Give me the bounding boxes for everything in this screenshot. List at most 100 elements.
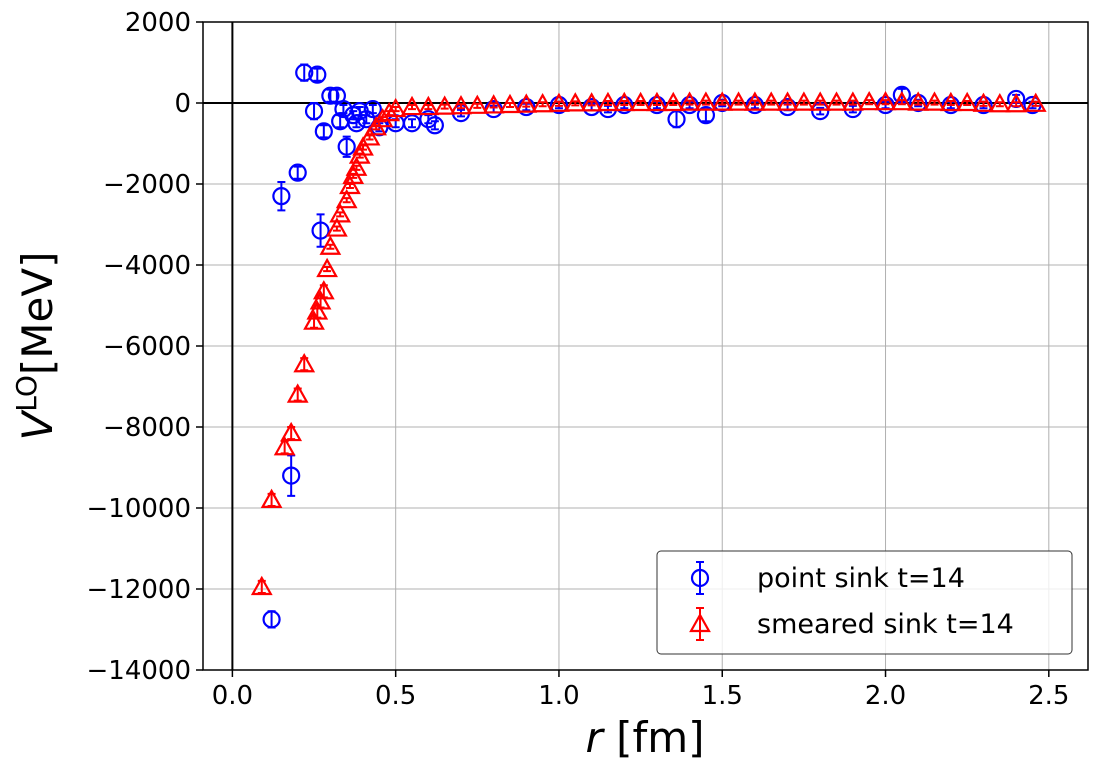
x-tick-label: 2.5 bbox=[1028, 681, 1069, 711]
point bbox=[531, 92, 554, 113]
error-bar bbox=[345, 183, 354, 190]
x-label-symbol: r bbox=[585, 713, 605, 762]
point bbox=[401, 95, 423, 116]
y-label-unit: [MeV] bbox=[13, 252, 62, 376]
y-tick-label: −6000 bbox=[103, 332, 191, 362]
point bbox=[988, 92, 1011, 113]
point bbox=[450, 94, 472, 115]
point bbox=[629, 91, 652, 112]
legend-marker bbox=[689, 612, 711, 633]
error-bar bbox=[408, 118, 417, 129]
x-tick-label: 0.0 bbox=[212, 681, 253, 711]
point bbox=[680, 95, 699, 115]
point bbox=[941, 95, 960, 115]
point bbox=[329, 203, 352, 223]
point bbox=[433, 95, 456, 115]
series bbox=[250, 90, 1047, 596]
error-bar bbox=[293, 165, 302, 180]
point bbox=[286, 383, 309, 403]
point bbox=[647, 95, 667, 115]
y-tick-label: −12000 bbox=[87, 575, 192, 605]
error-bar bbox=[323, 266, 332, 273]
error-bar bbox=[440, 103, 449, 110]
point bbox=[316, 257, 338, 278]
point bbox=[597, 91, 619, 112]
point bbox=[662, 91, 685, 112]
x-axis-label: r [fm] bbox=[585, 713, 704, 762]
point bbox=[335, 188, 358, 209]
x-tick-label: 1.5 bbox=[702, 681, 743, 711]
error-bar bbox=[332, 225, 341, 232]
point bbox=[841, 91, 864, 111]
point bbox=[319, 235, 342, 255]
error-bar bbox=[365, 134, 374, 141]
point bbox=[907, 91, 930, 111]
point bbox=[890, 90, 913, 111]
y-tick-label: −10000 bbox=[87, 494, 192, 524]
error-bar bbox=[408, 104, 417, 111]
point bbox=[939, 91, 962, 112]
legend-error-bar bbox=[696, 561, 704, 595]
point bbox=[696, 106, 716, 125]
legend: point sink t=14 smeared sink t=14 bbox=[656, 550, 1073, 655]
point bbox=[288, 163, 307, 182]
legend-frame bbox=[656, 550, 1073, 655]
point bbox=[280, 421, 303, 442]
x-label-unit: [fm] bbox=[616, 713, 704, 762]
point bbox=[417, 95, 440, 116]
point bbox=[515, 93, 538, 113]
error-bar bbox=[505, 102, 514, 109]
error-bar bbox=[342, 135, 351, 158]
error-bar bbox=[277, 180, 286, 212]
point bbox=[293, 352, 316, 373]
point bbox=[760, 91, 783, 111]
point bbox=[272, 187, 291, 206]
y-tick-label: 2000 bbox=[125, 8, 191, 38]
point bbox=[304, 101, 324, 121]
point bbox=[876, 95, 895, 115]
error-bar bbox=[424, 104, 433, 111]
point bbox=[1005, 92, 1028, 113]
point bbox=[564, 92, 587, 112]
error-bar bbox=[313, 67, 322, 82]
point bbox=[260, 488, 283, 508]
y-tick-label: −14000 bbox=[87, 656, 192, 686]
point bbox=[517, 97, 536, 117]
point bbox=[402, 114, 422, 133]
point bbox=[311, 221, 330, 240]
point bbox=[312, 280, 335, 300]
y-tick-label: −4000 bbox=[103, 251, 191, 281]
point bbox=[956, 91, 979, 112]
error-bar bbox=[342, 197, 351, 204]
point bbox=[314, 122, 333, 141]
y-tick-label: −8000 bbox=[103, 413, 191, 443]
point bbox=[548, 92, 570, 112]
plot-frame bbox=[202, 21, 1089, 671]
error-bar bbox=[316, 213, 325, 248]
error-bar bbox=[538, 101, 547, 108]
legend-label: smeared sink t=14 bbox=[757, 609, 1014, 640]
point bbox=[262, 610, 281, 629]
point bbox=[352, 136, 374, 156]
error-bar bbox=[267, 610, 276, 629]
legend-label: point sink t=14 bbox=[757, 563, 965, 594]
x-tick-label: 2.0 bbox=[865, 681, 906, 711]
point bbox=[308, 65, 327, 84]
x-tick-label: 1.0 bbox=[538, 681, 579, 711]
point bbox=[321, 86, 340, 105]
point bbox=[363, 99, 382, 119]
point bbox=[613, 91, 636, 112]
point bbox=[358, 126, 381, 146]
point bbox=[678, 91, 701, 111]
legend-marker bbox=[690, 568, 710, 588]
error-bar bbox=[672, 110, 681, 129]
point bbox=[295, 63, 314, 82]
error-bar bbox=[336, 211, 345, 218]
error-bar bbox=[473, 102, 482, 109]
x-tick-label: 0.5 bbox=[375, 681, 416, 711]
point bbox=[809, 91, 832, 111]
point bbox=[745, 95, 765, 115]
error-bar bbox=[287, 454, 296, 497]
point bbox=[499, 93, 521, 114]
